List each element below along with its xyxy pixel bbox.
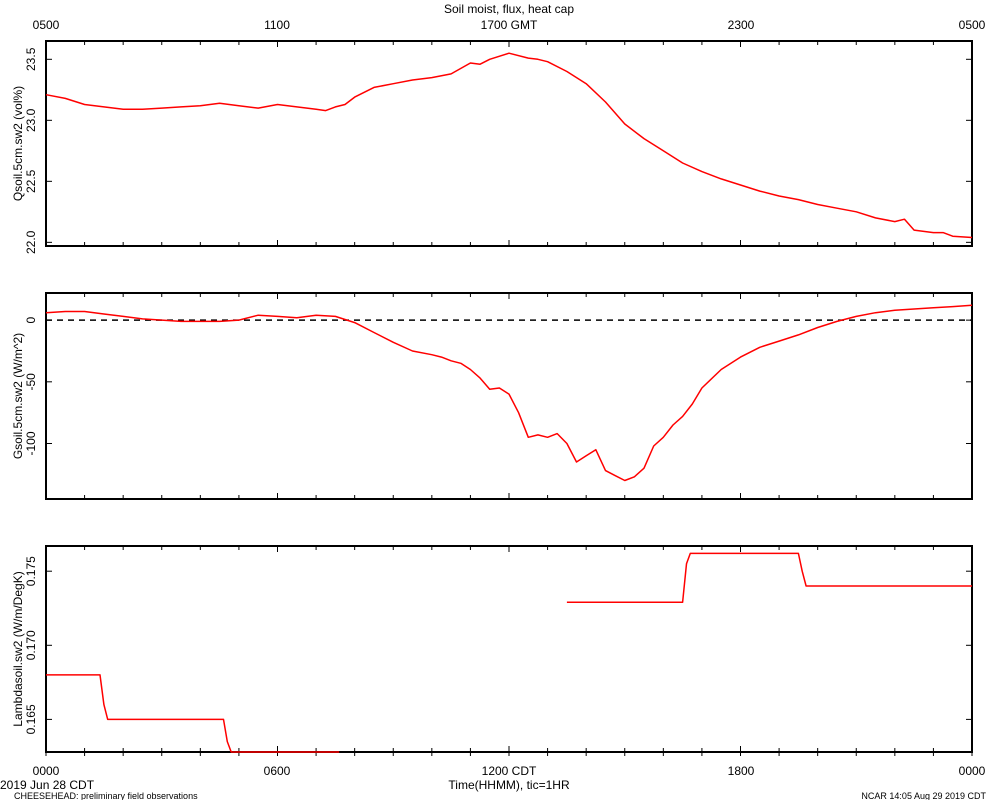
footer-project: CHEESEHEAD: preliminary field observatio… bbox=[14, 791, 198, 800]
y-tick-label: 23.5 bbox=[24, 47, 38, 71]
y-axis-label: Gsoil.5cm.sw2 (W/m^2) bbox=[11, 333, 25, 459]
y-tick-label: -50 bbox=[24, 373, 38, 391]
top-tick-label: 2300 bbox=[728, 18, 755, 32]
top-tick-label: 0500 bbox=[959, 18, 986, 32]
y-tick-label: 0.170 bbox=[24, 630, 38, 660]
y-axis-label: Qsoil.5cm.sw2 (vol%) bbox=[11, 86, 25, 201]
series-line bbox=[46, 674, 340, 753]
y-tick-label: -100 bbox=[24, 431, 38, 455]
x-axis-label: Time(HHMM), tic=1HR bbox=[448, 778, 570, 792]
panel-frame bbox=[45, 545, 973, 753]
bottom-tick-label: 1200 CDT bbox=[482, 764, 537, 778]
bottom-tick-label: 1800 bbox=[728, 764, 755, 778]
series-line bbox=[45, 52, 973, 239]
y-tick-label: 22.5 bbox=[24, 169, 38, 193]
panel-frame bbox=[45, 40, 973, 247]
chart-panels: 22.0 22.5 23.0 23.5 Qsoil.5cm.sw2 (vol%) 0 -50… bbox=[11, 40, 973, 756]
top-tick-label: 1100 bbox=[264, 18, 290, 32]
bottom-tick-label: 0600 bbox=[264, 764, 291, 778]
series-line bbox=[566, 552, 972, 604]
footer-credit: NCAR 14:05 Aug 29 2019 CDT bbox=[861, 791, 986, 800]
y-tick-label: 0 bbox=[24, 316, 38, 323]
top-tick-label: 0500 bbox=[33, 18, 60, 32]
chart-panel: 22.0 22.5 23.0 23.5 Qsoil.5cm.sw2 (vol%) bbox=[11, 40, 973, 254]
top-tick-label: 1700 GMT bbox=[481, 18, 538, 32]
y-tick-label: 0.175 bbox=[24, 556, 38, 586]
chart-title: Soil moist, flux, heat cap bbox=[444, 2, 574, 16]
panel-frame bbox=[45, 292, 973, 500]
bottom-axis-labels: 0000 0600 1200 CDT 1800 0000 bbox=[33, 764, 986, 778]
top-axis-labels: 0500 1100 1700 GMT 2300 0500 bbox=[33, 18, 986, 32]
bottom-tick-label: 0000 bbox=[33, 764, 60, 778]
y-tick-label: 22.0 bbox=[24, 230, 38, 254]
y-tick-label: 23.0 bbox=[24, 108, 38, 132]
y-tick-label: 0.165 bbox=[24, 704, 38, 734]
y-axis-label: Lambdasoil.sw2 (W/m/DegK) bbox=[11, 571, 25, 726]
bottom-tick-label: 0000 bbox=[959, 764, 986, 778]
series-line bbox=[45, 304, 973, 482]
footer-date: 2019 Jun 28 CDT bbox=[0, 778, 95, 792]
